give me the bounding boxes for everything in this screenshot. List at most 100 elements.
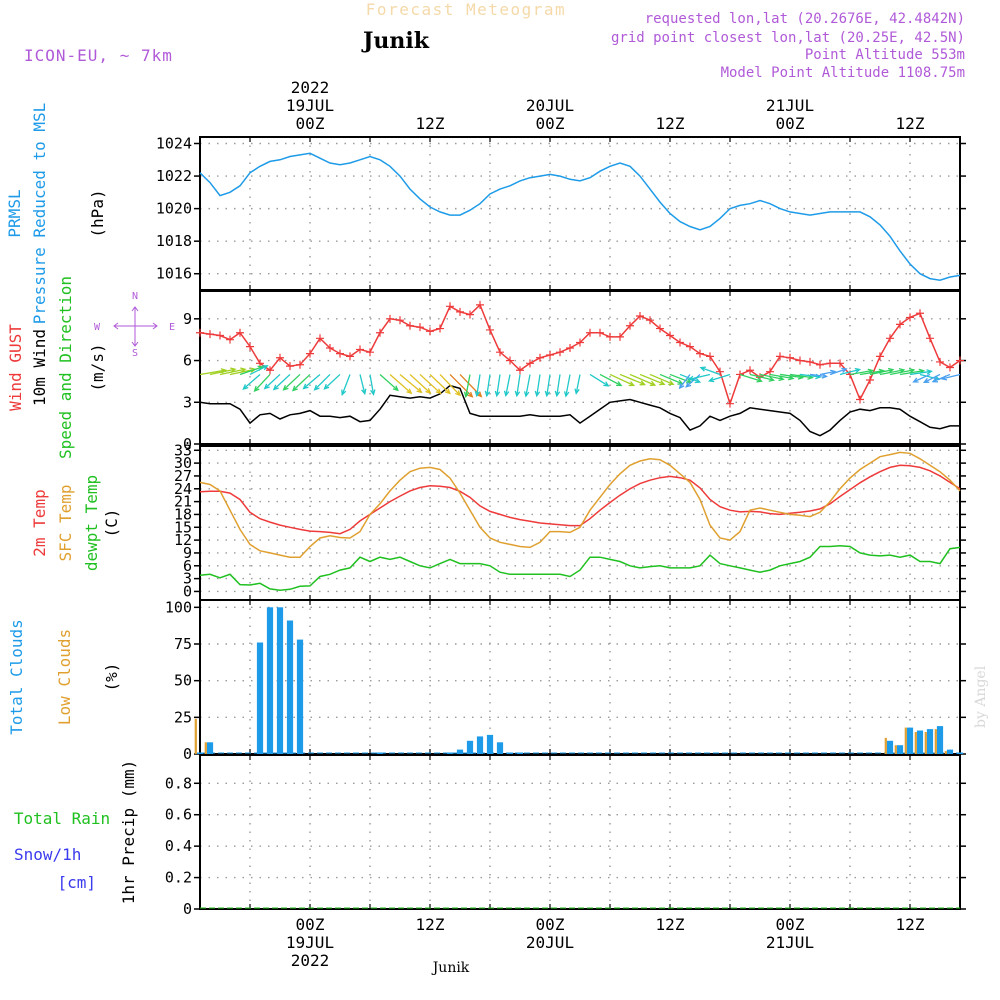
wind-arrow [829,368,847,376]
y-tick-label: 0.8 [165,774,192,792]
wind-arrow [379,373,399,391]
y-tick-label: 100 [165,598,192,616]
gust-marker [326,344,334,353]
total-bar [446,752,454,754]
panel-label: SFC Temp [56,484,75,561]
gust-marker [956,356,964,365]
wind-arrow-head [687,375,695,382]
wind-arrow-head [821,373,828,379]
gust-marker [216,331,224,340]
series-wind10m [199,384,960,437]
wind-arrow-head [628,381,636,387]
wind-arrow [679,374,691,389]
wind-arrow-head [649,380,657,386]
wind-arrow-head [242,384,249,391]
wind-arrow-head [940,375,948,381]
wind-arrow [649,373,674,385]
wind-arrow [303,373,321,389]
total-bar [206,742,214,754]
wind-arrow [575,374,581,394]
panel-label: PRMSL [5,189,24,237]
gust-marker [286,362,294,371]
top-time-label: 20JUL [526,96,574,115]
top-time-label: 12Z [896,114,925,133]
wind-arrow [669,373,692,384]
series-dewpt [199,544,961,591]
wind-arrow [389,373,412,394]
wind-arrow [589,373,609,387]
compass-west: W [94,322,101,333]
wind-arrow [341,374,351,395]
gust-marker [486,325,494,334]
gust-marker [366,348,374,357]
gust-marker [876,352,884,361]
top-time-label: 19JUL [286,96,334,115]
total-bar [466,740,474,754]
y-tick-label: 1022 [156,167,192,185]
gust-marker [556,348,564,357]
wind-arrow [869,369,894,376]
wind-arrow-head [361,388,367,396]
gust-marker [536,353,544,362]
series-prmsl [199,152,961,281]
wind-arrow [809,373,827,378]
wind-arrow-head [534,390,541,398]
wind-arrow [639,373,665,385]
wind-arrow [314,373,331,391]
y-tick-label: 3 [183,570,192,588]
wind-arrow-head [685,381,692,388]
wind-arrow [688,373,711,381]
wind-arrow [565,374,571,397]
wind-arrow [913,373,931,383]
panel-label: dewpt Temp [82,475,101,571]
wind-arrow-head [302,383,309,390]
wind-arrow [941,373,961,380]
wind-arrow [324,373,341,390]
total-bar [906,727,914,754]
wind-arrow [369,374,375,395]
wind-arrow [254,374,271,392]
wind-arrow [739,373,762,382]
wind-arrow-head [922,377,930,383]
wind-arrow [759,373,784,380]
low-bar [884,737,887,754]
gust-marker [346,352,354,361]
total-bar [896,745,904,754]
y-tick-label: 18 [174,505,192,523]
gust-marker [676,338,684,347]
location-title: Junik [361,28,430,54]
series-gust [199,303,961,407]
wind-arrow [283,373,301,391]
wind-arrow-head [603,381,610,387]
wind-arrow-head [253,385,260,392]
low-bar [194,718,197,754]
gust-marker [446,302,454,311]
wind-arrow [219,368,246,376]
precip-legend-line: Total Rain [14,809,110,828]
gust-marker [896,320,904,329]
wind-arrow [924,373,941,383]
wind-arrow-head [694,378,702,384]
wind-arrow [505,374,511,396]
bottom-time-label: 00Z [536,915,565,934]
wind-arrow-head [425,388,432,395]
top-time-label: 00Z [776,114,805,133]
gust-marker [616,332,624,341]
data-layer [194,152,964,909]
model-altitude: Model Point Altitude 1108.75m [721,65,965,81]
panel-label: (%) [102,663,121,692]
panel-label: Total Clouds [7,619,26,735]
low-bar [934,729,937,754]
compass-east: E [169,322,175,333]
wind-arrow-head [494,390,501,398]
low-bar [924,732,927,754]
precip-legend-line: Snow/1h [14,845,81,864]
wind-arrow [419,373,442,394]
y-tick-label: 50 [174,672,192,690]
wind-arrow [819,370,836,376]
low-bar [914,732,917,754]
footer-location: Junik [431,960,470,976]
gust-marker [946,363,954,372]
wind-arrow-head [841,367,848,373]
